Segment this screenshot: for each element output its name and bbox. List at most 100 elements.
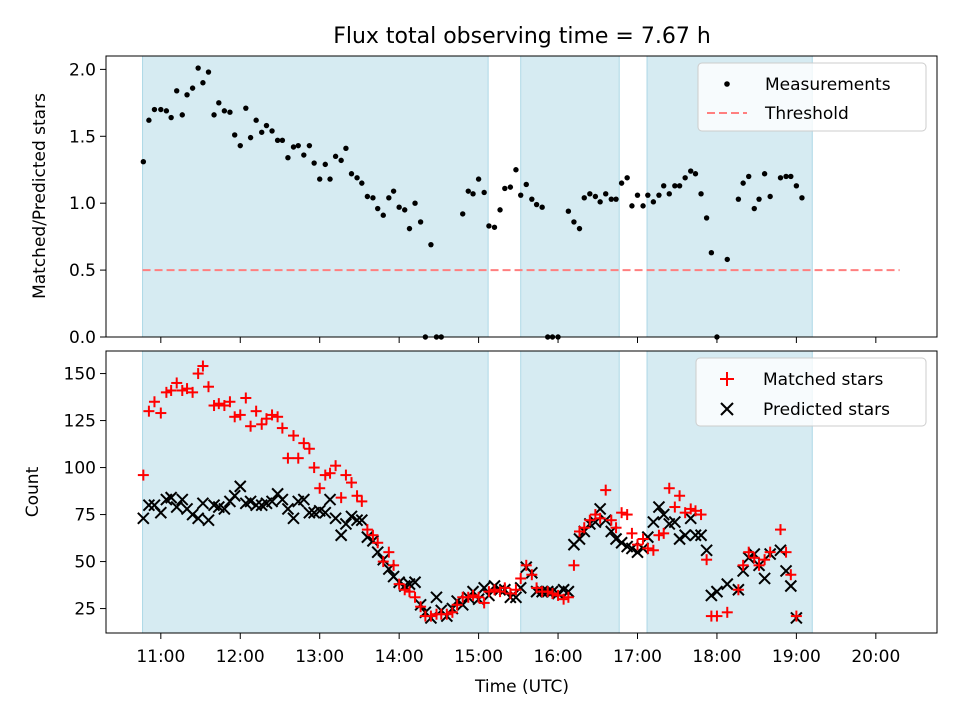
measurement-point-95 [666, 191, 672, 197]
matched-star-point-14 [213, 398, 225, 410]
matched-star-point-117 [774, 524, 786, 536]
matched-star-point-44 [372, 537, 384, 549]
predicted-star-point-107 [705, 589, 718, 602]
predicted-star-point-41 [355, 513, 369, 527]
matched-star-point-59 [451, 599, 463, 611]
measurement-point-85 [613, 196, 619, 202]
matched-star-point-68 [499, 582, 511, 594]
measurement-point-1 [146, 117, 152, 123]
predicted-star-point-103 [684, 512, 697, 525]
top-observing-span-0 [142, 55, 489, 338]
matched-star-point-93 [631, 539, 643, 551]
matched-star-point-65 [483, 586, 495, 598]
measurement-point-110 [756, 196, 762, 202]
predicted-star-point-3 [154, 506, 168, 519]
measurement-point-88 [629, 203, 635, 209]
measurement-point-83 [603, 191, 609, 197]
measurement-point-36 [332, 153, 339, 160]
matched-star-point-35 [324, 467, 336, 479]
matched-star-point-25 [272, 411, 284, 423]
bottom-x-tick-label-5: 16:00 [534, 647, 583, 667]
bottom-x-tick-label-1: 12:00 [216, 647, 265, 667]
matched-star-point-21 [250, 405, 262, 417]
matched-star-point-33 [314, 482, 326, 494]
matched-star-point-109 [721, 606, 733, 618]
measurement-point-6 [174, 88, 180, 94]
matched-star-point-113 [748, 552, 760, 564]
bottom-y-tick-label-1: 50 [74, 553, 96, 573]
measurement-point-26 [279, 137, 286, 143]
predicted-star-point-95 [641, 530, 655, 544]
bottom-x-tick-label-2: 13:00 [295, 647, 344, 667]
measurement-point-66 [507, 184, 514, 190]
measurement-point-78 [576, 225, 583, 232]
measurement-point-19 [243, 105, 249, 111]
matched-star-point-50 [403, 586, 415, 598]
matched-star-point-52 [415, 601, 427, 613]
bottom-y-tick-label-2: 75 [74, 506, 96, 526]
bottom-x-tick-label-0: 11:00 [136, 647, 185, 667]
measurement-point-96 [672, 183, 678, 189]
predicted-star-point-42 [361, 530, 374, 544]
predicted-star-point-20 [244, 495, 257, 508]
matched-star-point-73 [526, 569, 538, 581]
measurement-point-17 [232, 132, 238, 138]
matched-star-point-31 [303, 443, 315, 455]
matched-star-point-3 [155, 407, 167, 419]
matched-star-point-112 [743, 546, 755, 558]
predicted-star-point-39 [345, 510, 358, 523]
matched-star-point-102 [679, 507, 691, 519]
top-y-tick-label-2: 1.0 [69, 194, 96, 214]
predicted-star-point-109 [721, 577, 734, 591]
measurement-point-99 [688, 168, 694, 174]
measurement-point-80 [587, 191, 593, 197]
matched-star-point-80 [562, 591, 574, 603]
top-y-tick-label-0: 0.0 [69, 328, 96, 348]
predicted-star-point-86 [593, 502, 607, 516]
matched-star-point-19 [240, 392, 252, 404]
matched-star-point-103 [685, 503, 697, 515]
matched-star-point-86 [594, 512, 606, 524]
measurement-point-12 [205, 69, 212, 75]
matched-star-point-17 [229, 411, 241, 423]
predicted-star-point-98 [657, 508, 670, 521]
matched-star-point-66 [488, 584, 500, 596]
measurement-point-87 [624, 175, 630, 181]
measurement-point-40 [354, 175, 360, 181]
predicted-star-point-35 [323, 493, 337, 506]
measurement-point-47 [390, 188, 397, 194]
measurement-point-82 [597, 199, 603, 205]
matched-star-point-24 [266, 409, 278, 421]
matched-star-point-15 [218, 400, 230, 412]
predicted-star-point-80 [562, 585, 575, 598]
matched-star-point-62 [467, 589, 479, 601]
bottom-y-tick-label-3: 100 [64, 459, 96, 479]
measurement-point-22 [259, 129, 265, 135]
measurement-point-4 [163, 108, 170, 114]
matched-star-point-106 [701, 554, 713, 566]
matched-star-point-36 [330, 460, 342, 472]
matched-star-point-94 [637, 533, 649, 545]
bottom-legend: Matched stars Predicted stars [695, 357, 927, 427]
matched-star-point-42 [361, 524, 373, 536]
matched-star-point-78 [552, 589, 564, 601]
matched-star-point-30 [298, 437, 310, 449]
matched-star-point-71 [515, 572, 527, 584]
predicted-star-point-82 [573, 532, 586, 546]
predicted-star-point-10 [191, 512, 205, 525]
measurement-point-89 [634, 192, 641, 198]
predicted-star-point-30 [297, 493, 311, 506]
matched-star-point-34 [319, 469, 331, 481]
matched-star-point-110 [732, 584, 744, 596]
matched-star-point-9 [187, 386, 199, 398]
measurement-point-33 [317, 176, 323, 182]
measurement-point-57 [460, 211, 466, 217]
measurement-point-46 [386, 195, 392, 201]
predicted-star-point-87 [599, 513, 612, 527]
top-y-tick-label-3: 1.5 [69, 127, 96, 147]
predicted-star-point-97 [652, 500, 666, 514]
matched-star-point-58 [446, 606, 458, 618]
matched-star-point-22 [256, 418, 268, 430]
matched-star-point-46 [383, 546, 395, 558]
